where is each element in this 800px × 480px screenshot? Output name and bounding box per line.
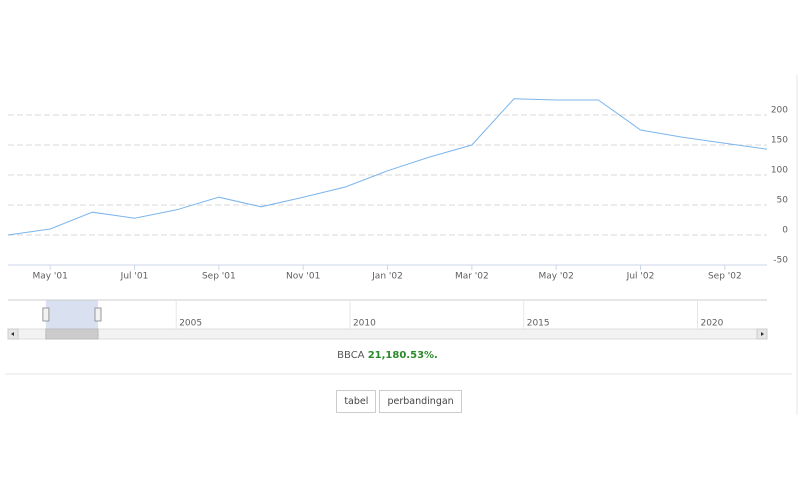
price-line [7,98,768,236]
table-button[interactable]: tabel [336,390,377,413]
scroll-right-arrow [761,332,764,336]
y-tick-label: 50 [777,196,789,206]
scrollbar-thumb [45,328,99,340]
navigator-tick-label: 2020 [700,319,723,329]
x-tick-label: Jan '02 [371,272,403,282]
x-tick-label: May '02 [538,272,573,282]
y-tick-label: 200 [771,106,788,116]
navigator-tick-label: 2010 [353,319,376,329]
y-tick-label: -50 [773,256,788,266]
y-tick-label: 100 [771,166,788,176]
summary: BBCA 21,180.53%. [0,350,775,361]
navigator-handle [94,307,102,322]
x-tick-label: Jul '02 [626,272,655,282]
x-tick-label: Sep '01 [202,272,236,282]
chart: -50 0 50 100 150 200 May '01 Jul '01 Sep '01 Nov … [7,75,798,345]
navigator-handle [42,307,50,322]
x-tick-label: May '01 [32,272,67,282]
navigator-tick-label: 2015 [527,319,550,329]
x-tick-label: Sep '02 [708,272,742,282]
navigator-window [45,300,99,329]
compare-button[interactable]: perbandingan [379,390,462,413]
x-tick-label: Nov '01 [286,272,320,282]
y-tick-label: 150 [771,136,788,146]
scroll-left-arrow [11,332,14,336]
buttons: tabel perbandingan [0,389,800,413]
navigator-tick-label: 2005 [179,319,202,329]
change: 21,180.53%. [367,350,438,361]
scrollbar-track [7,328,768,340]
x-tick-label: Jul '01 [120,272,149,282]
x-tick-label: Mar '02 [455,272,489,282]
y-tick-label: 0 [782,226,788,236]
symbol: BBCA [337,350,365,361]
